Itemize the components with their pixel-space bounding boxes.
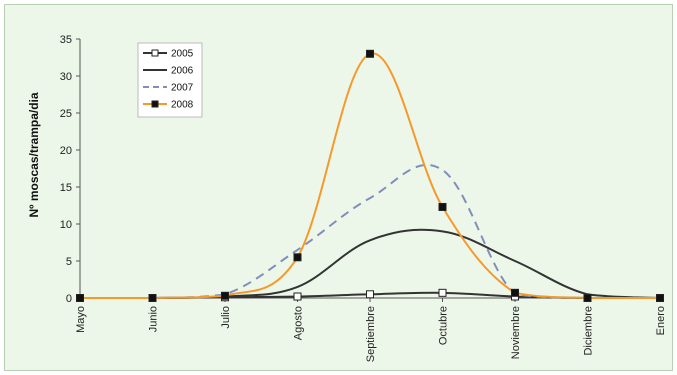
legend-label-2007: 2007 bbox=[171, 83, 194, 94]
data-point-2008 bbox=[438, 202, 447, 211]
x-tick-label: Noviembre bbox=[510, 306, 522, 359]
data-point-2005 bbox=[293, 292, 302, 301]
y-tick-label: 10 bbox=[60, 219, 72, 231]
chart-frame bbox=[4, 4, 673, 371]
legend-label-2008: 2008 bbox=[171, 100, 194, 111]
y-tick-label: 30 bbox=[60, 71, 72, 83]
x-tick-label: Enero bbox=[655, 306, 667, 335]
x-tick-label: Mayo bbox=[75, 306, 87, 333]
data-point-2008 bbox=[76, 294, 84, 302]
data-point-2008 bbox=[583, 294, 592, 302]
legend-marker-2008 bbox=[151, 100, 159, 108]
legend: 2005 2006 2007 2008 bbox=[137, 42, 203, 118]
x-tick-label: Octubre bbox=[438, 306, 450, 345]
legend-label-2005: 2005 bbox=[171, 49, 194, 60]
x-tick-label: Diciembre bbox=[583, 306, 595, 356]
y-axis: 0 5 10 15 20 25 30 35 bbox=[60, 34, 81, 305]
data-point-2008 bbox=[221, 291, 229, 300]
data-point-2005 bbox=[438, 288, 447, 297]
data-point-2005 bbox=[366, 290, 374, 299]
data-point-2008 bbox=[511, 288, 519, 297]
x-tick-label: Junio bbox=[148, 306, 160, 332]
y-tick-label: 5 bbox=[66, 256, 72, 268]
legend-label-2006: 2006 bbox=[171, 66, 194, 77]
x-axis: Mayo Junio Julio Agosto Septiembre Octubre Nov… bbox=[75, 297, 667, 362]
y-tick-label: 15 bbox=[60, 182, 72, 194]
y-tick-label: 35 bbox=[60, 34, 72, 46]
series-line-2006 bbox=[79, 228, 661, 299]
legend-marker-2005 bbox=[151, 49, 159, 57]
series-layer bbox=[76, 49, 664, 302]
x-tick-label: Agosto bbox=[293, 306, 305, 340]
y-tick-label: 20 bbox=[60, 145, 72, 157]
y-tick-label: 0 bbox=[66, 293, 72, 305]
x-tick-label: Julio bbox=[220, 306, 232, 329]
y-tick-label: 25 bbox=[60, 108, 72, 120]
data-point-2008 bbox=[148, 294, 157, 302]
data-point-2008 bbox=[366, 49, 374, 58]
y-axis-title: Nº moscas/trampa/dia bbox=[27, 92, 41, 217]
data-point-2008 bbox=[293, 253, 302, 262]
data-point-2008 bbox=[656, 294, 664, 302]
x-tick-label: Septiembre bbox=[365, 306, 377, 362]
series-line-2007 bbox=[79, 163, 660, 299]
